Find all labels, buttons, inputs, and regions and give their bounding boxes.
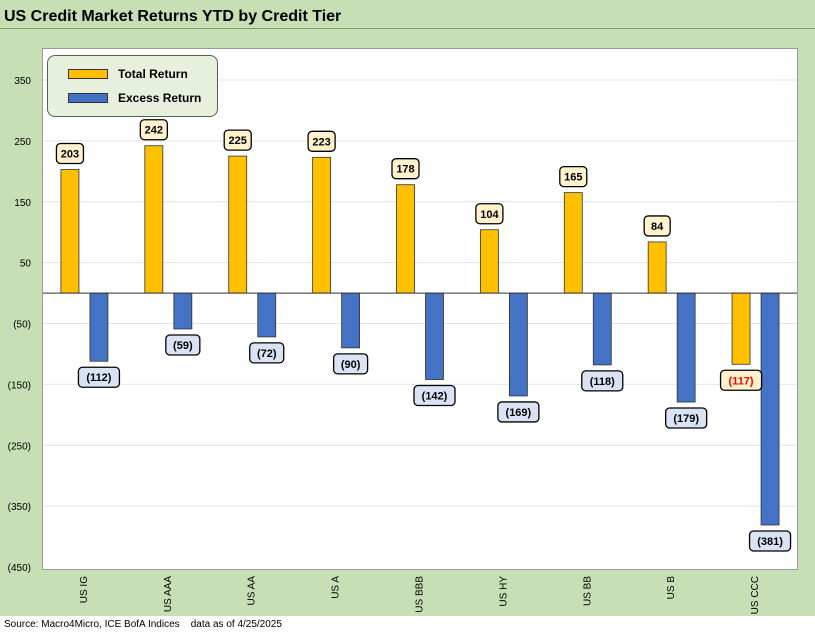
- data-label-total-return: 84: [651, 221, 664, 233]
- data-label-excess-return: (118): [590, 376, 615, 388]
- bar-excess-return: [508, 292, 528, 397]
- data-label-total-return: (117): [729, 375, 754, 387]
- legend-swatch-excess-return: [68, 93, 108, 103]
- legend-label-total-return: Total Return: [118, 67, 188, 81]
- data-label-excess-return-box: [77, 366, 121, 388]
- data-label-total-return-box: [55, 142, 85, 165]
- source-note: Source: Macro4Micro, ICE BofA Indices da…: [4, 619, 282, 630]
- y-tick-label: 250: [14, 137, 31, 148]
- data-label-total-return: 203: [61, 148, 79, 160]
- x-tick-label: US BB: [582, 576, 593, 606]
- x-tick-label: US A: [331, 576, 342, 599]
- bar-excess-return: [425, 292, 444, 380]
- data-label-total-return: 225: [229, 135, 247, 147]
- data-label-excess-return: (179): [673, 413, 699, 425]
- data-label-excess-return-box: [249, 342, 285, 364]
- bar-total-return: [228, 155, 248, 294]
- data-label-total-return-box: [391, 158, 420, 180]
- bar-total-return: [647, 241, 667, 294]
- data-label-total-return: 242: [145, 125, 163, 137]
- data-label-total-return-box: [643, 215, 671, 237]
- plot-area: [42, 48, 798, 570]
- data-label-excess-return: (142): [422, 391, 448, 403]
- data-label-excess-return-box: [748, 530, 792, 552]
- legend-swatch-total-return: [68, 69, 108, 79]
- x-tick-label: US AAA: [163, 576, 174, 612]
- bar-total-return: [60, 169, 80, 294]
- data-label-total-return: 104: [480, 209, 499, 221]
- title-bar: US Credit Market Returns YTD by Credit T…: [0, 6, 815, 29]
- bar-total-return: [396, 184, 415, 294]
- data-label-excess-return: (90): [341, 359, 361, 371]
- data-label-total-return: 165: [564, 172, 582, 184]
- bar-excess-return: [257, 292, 277, 338]
- data-label-excess-return-box: [497, 401, 540, 423]
- y-tick-label: (450): [8, 563, 31, 574]
- bar-total-return: [563, 192, 583, 294]
- legend-item-excess-return: Excess Return: [68, 90, 201, 106]
- bar-excess-return: [341, 292, 361, 349]
- bar-excess-return: [676, 292, 696, 403]
- data-label-excess-return: (59): [173, 340, 193, 352]
- data-label-excess-return-box: [581, 370, 624, 392]
- data-label-excess-return: (72): [257, 348, 277, 360]
- y-tick-label: (250): [8, 441, 31, 452]
- y-tick-label: 50: [20, 259, 32, 270]
- data-label-total-return-box: [559, 165, 588, 188]
- legend-label-excess-return: Excess Return: [118, 91, 202, 105]
- bar-excess-return: [592, 292, 612, 366]
- y-tick-label: (350): [8, 502, 31, 513]
- y-tick-label: 150: [14, 198, 31, 209]
- chart-svg: 350 250 150 50 (50) (150) (250) (350) (450) 203 (1…: [8, 76, 797, 614]
- x-tick-label: US AA: [247, 576, 258, 606]
- bar-excess-return: [760, 292, 780, 526]
- data-label-total-return-box: [475, 203, 504, 225]
- bar-total-return: [144, 145, 164, 294]
- bar-total-return: [731, 292, 751, 365]
- data-label-total-return: 178: [396, 164, 414, 176]
- data-label-total-return: 223: [312, 136, 330, 148]
- x-tick-label: US HY: [498, 576, 509, 607]
- data-label-excess-return-box: [413, 384, 456, 407]
- bar-excess-return: [89, 292, 109, 362]
- y-tick-label: (150): [8, 380, 31, 391]
- data-label-excess-return-box: [332, 353, 369, 375]
- data-label-excess-return-box: [165, 334, 201, 356]
- data-label-excess-return-box: [665, 407, 708, 429]
- bar-excess-return: [173, 292, 193, 330]
- bar-total-return: [479, 229, 499, 294]
- bar-total-return: [312, 156, 332, 294]
- x-tick-label: US IG: [79, 576, 90, 603]
- y-tick-label: (50): [13, 320, 31, 331]
- chart-title: US Credit Market Returns YTD by Credit T…: [4, 8, 342, 25]
- data-label-excess-return: (381): [757, 536, 783, 548]
- x-tick-label: US B: [666, 576, 677, 600]
- legend-item-total-return: Total Return: [68, 66, 188, 82]
- x-tick-label: US CCC: [750, 576, 761, 614]
- data-label-total-return-box: [139, 119, 168, 141]
- x-tick-label: US BBB: [415, 576, 426, 613]
- data-label-total-return-box: [719, 369, 763, 391]
- y-tick-label: 350: [14, 76, 31, 87]
- data-label-total-return-box: [307, 130, 336, 152]
- data-label-total-return-box: [223, 129, 252, 151]
- data-label-excess-return: (169): [506, 407, 532, 419]
- legend: Total Return Excess Return: [47, 55, 218, 117]
- data-label-excess-return: (112): [86, 372, 111, 384]
